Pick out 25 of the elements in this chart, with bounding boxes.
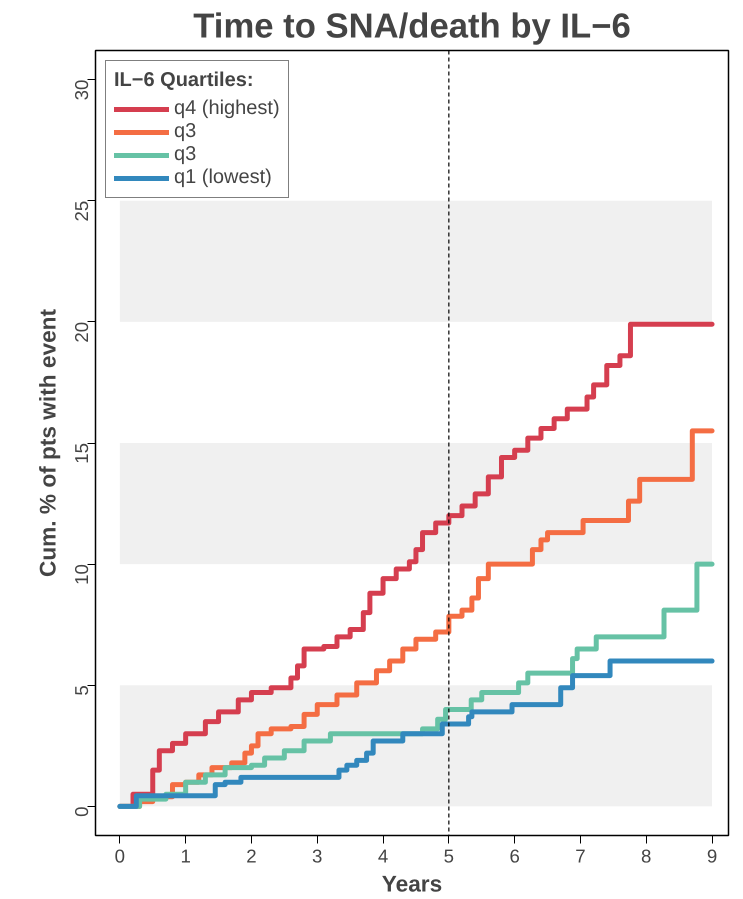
legend-title: IL−6 Quartiles: [114, 69, 254, 92]
x-tick-label: 5 [444, 846, 454, 866]
y-axis-title: Cum. % of pts with event [34, 308, 60, 578]
legend-label: q3 [174, 143, 196, 166]
y-tick-label: 10 [71, 564, 92, 585]
x-tick-label: 2 [246, 846, 257, 866]
chart-title: Time to SNA/death by IL−6 [193, 8, 631, 46]
legend-label: q3 [174, 120, 196, 143]
x-tick-label: 1 [180, 846, 191, 866]
y-tick-label: 20 [71, 322, 92, 343]
x-tick-label: 4 [378, 846, 388, 866]
x-tick-label: 3 [312, 846, 322, 866]
legend-label: q4 (highest) [174, 97, 280, 120]
x-axis-title: Years [382, 870, 442, 896]
y-tick-label: 30 [71, 80, 92, 100]
y-tick-label: 5 [71, 685, 92, 696]
x-tick-label: 7 [575, 846, 586, 866]
x-tick-label: 9 [706, 846, 718, 866]
y-tick-label: 25 [71, 200, 92, 222]
x-tick-label: 8 [641, 846, 652, 866]
x-tick-label: 6 [509, 846, 520, 866]
y-tick-label: 15 [71, 442, 92, 464]
y-tick-label: 0 [71, 806, 92, 817]
legend-label: q1 (lowest) [174, 166, 272, 189]
x-tick-label: 0 [114, 846, 126, 866]
